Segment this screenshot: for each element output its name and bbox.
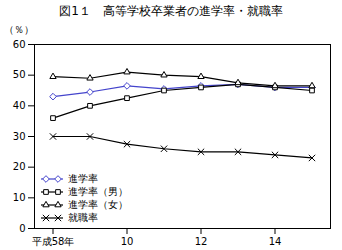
html-text:進学率（女）: 進学率（女） xyxy=(68,199,128,210)
svg-text:50: 50 xyxy=(13,69,26,80)
svg-text:0: 0 xyxy=(19,223,25,234)
svg-text:60: 60 xyxy=(13,39,26,50)
svg-text:40: 40 xyxy=(13,100,26,111)
html-text:進学率: 進学率 xyxy=(68,173,98,184)
svg-text:20: 20 xyxy=(13,161,26,172)
svg-text:（％）: （％） xyxy=(4,24,34,35)
svg-text:10: 10 xyxy=(121,236,134,247)
svg-text:10: 10 xyxy=(13,192,26,203)
html-text:進学率（男）: 進学率（男） xyxy=(68,186,128,197)
svg-text:14: 14 xyxy=(269,236,282,247)
html-text:図1１ 高等学校卒業者の進学率・就職率: 図1１ 高等学校卒業者の進学率・就職率 xyxy=(59,4,283,18)
svg-text:12: 12 xyxy=(195,236,208,247)
svg-text:30: 30 xyxy=(13,131,26,142)
svg-text:平成58年: 平成58年 xyxy=(32,236,75,247)
html-text:就職率: 就職率 xyxy=(68,212,98,223)
